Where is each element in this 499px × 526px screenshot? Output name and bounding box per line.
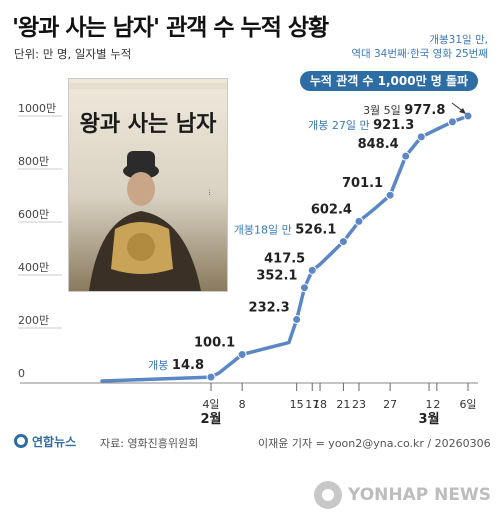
data-point <box>206 372 216 382</box>
data-label: 232.3 <box>249 300 290 315</box>
data-point <box>292 314 302 324</box>
data-label: 602.4 <box>311 202 352 217</box>
watermark: YONHAP NEWS <box>314 478 491 512</box>
milestone-note: 개봉31일 만, 역대 34번째·한국 영화 25번째 <box>316 33 488 61</box>
x-tick-label: 15 <box>290 398 304 411</box>
unit-label: 단위: 만 명, 일자별 누적 <box>14 47 132 61</box>
y-tick-label: 800만 <box>18 155 49 168</box>
data-point <box>447 117 457 127</box>
data-labels: 개봉 14.8 100.1 232.3 352.1 417.5 개봉18일 만 526.1… <box>148 103 445 373</box>
data-point <box>385 190 395 200</box>
data-label: 417.5 <box>264 251 305 266</box>
x-tick-label: 1 <box>426 398 433 411</box>
data-point <box>237 349 247 359</box>
x-tick-label: 18 <box>313 398 327 411</box>
data-label: 701.1 <box>342 176 383 191</box>
milestone-note-line2: 역대 34번째·한국 영화 25번째 <box>351 48 488 60</box>
movie-poster: 왕과 사는 남자 ... <box>68 78 228 292</box>
data-point <box>416 132 426 142</box>
x-month-label: 2월 <box>200 411 221 427</box>
svg-text:...: ... <box>207 189 215 196</box>
poster-title: 왕과 사는 남자 <box>80 111 218 137</box>
data-point <box>338 237 348 247</box>
data-point <box>354 216 364 226</box>
data-label: 848.4 <box>358 137 399 152</box>
x-tick-label: 17 <box>305 398 319 411</box>
milestone-note-line1: 개봉31일 만, <box>429 34 488 46</box>
data-label: 개봉 14.8 <box>148 358 204 373</box>
data-point <box>401 151 411 161</box>
data-label: 개봉18일 만 526.1 <box>234 223 337 238</box>
milestone-arrowhead <box>459 108 466 114</box>
movie-poster-icon: 왕과 사는 남자 ... <box>69 79 227 291</box>
x-tick-label: 6일 <box>459 397 476 411</box>
yonhap-logo: 연합뉴스 <box>14 430 76 452</box>
x-tick-label: 2 <box>433 398 440 411</box>
y-tick-label: 1000만 <box>18 102 56 115</box>
page-title: '왕과 사는 남자' 관객 수 누적 상황 <box>12 15 329 41</box>
y-tick-label: 600만 <box>18 208 49 221</box>
data-label: 100.1 <box>194 335 235 350</box>
data-label: 352.1 <box>256 269 297 284</box>
data-point <box>307 265 317 275</box>
y-tick-label: 0 <box>18 367 25 380</box>
data-point <box>299 283 309 293</box>
data-label: 개봉 27일 만 921.3 <box>308 118 414 133</box>
data-label: 3월 5일 977.8 <box>363 103 445 118</box>
yonhap-logo-text: 연합뉴스 <box>32 434 77 449</box>
x-month-label: 3월 <box>419 411 440 427</box>
x-tick-label: 4일 <box>202 397 219 411</box>
watermark-text: YONHAP NEWS <box>348 485 491 505</box>
gridlines <box>18 115 62 329</box>
x-tick-label: 21 <box>336 398 350 411</box>
x-tick-label: 23 <box>352 398 366 411</box>
x-tick-label: 8 <box>239 398 246 411</box>
credit-note: 이재윤 기자 = yoon2@yna.co.kr / 20260306 <box>258 437 491 450</box>
milestone-badge: 누적 관객 수 1,000만 명 돌파 <box>300 71 478 91</box>
y-tick-label: 200만 <box>18 314 49 327</box>
y-axis: 0 200만 400만 600만 800만 1000만 <box>18 102 56 380</box>
yonhap-logo-icon <box>14 434 28 448</box>
source-note: 자료: 영화진흥위원회 <box>100 437 199 450</box>
y-tick-label: 400만 <box>18 261 49 274</box>
x-tick-label: 27 <box>383 398 397 411</box>
yonhap-watermark-icon <box>314 481 342 509</box>
data-points <box>206 111 473 382</box>
